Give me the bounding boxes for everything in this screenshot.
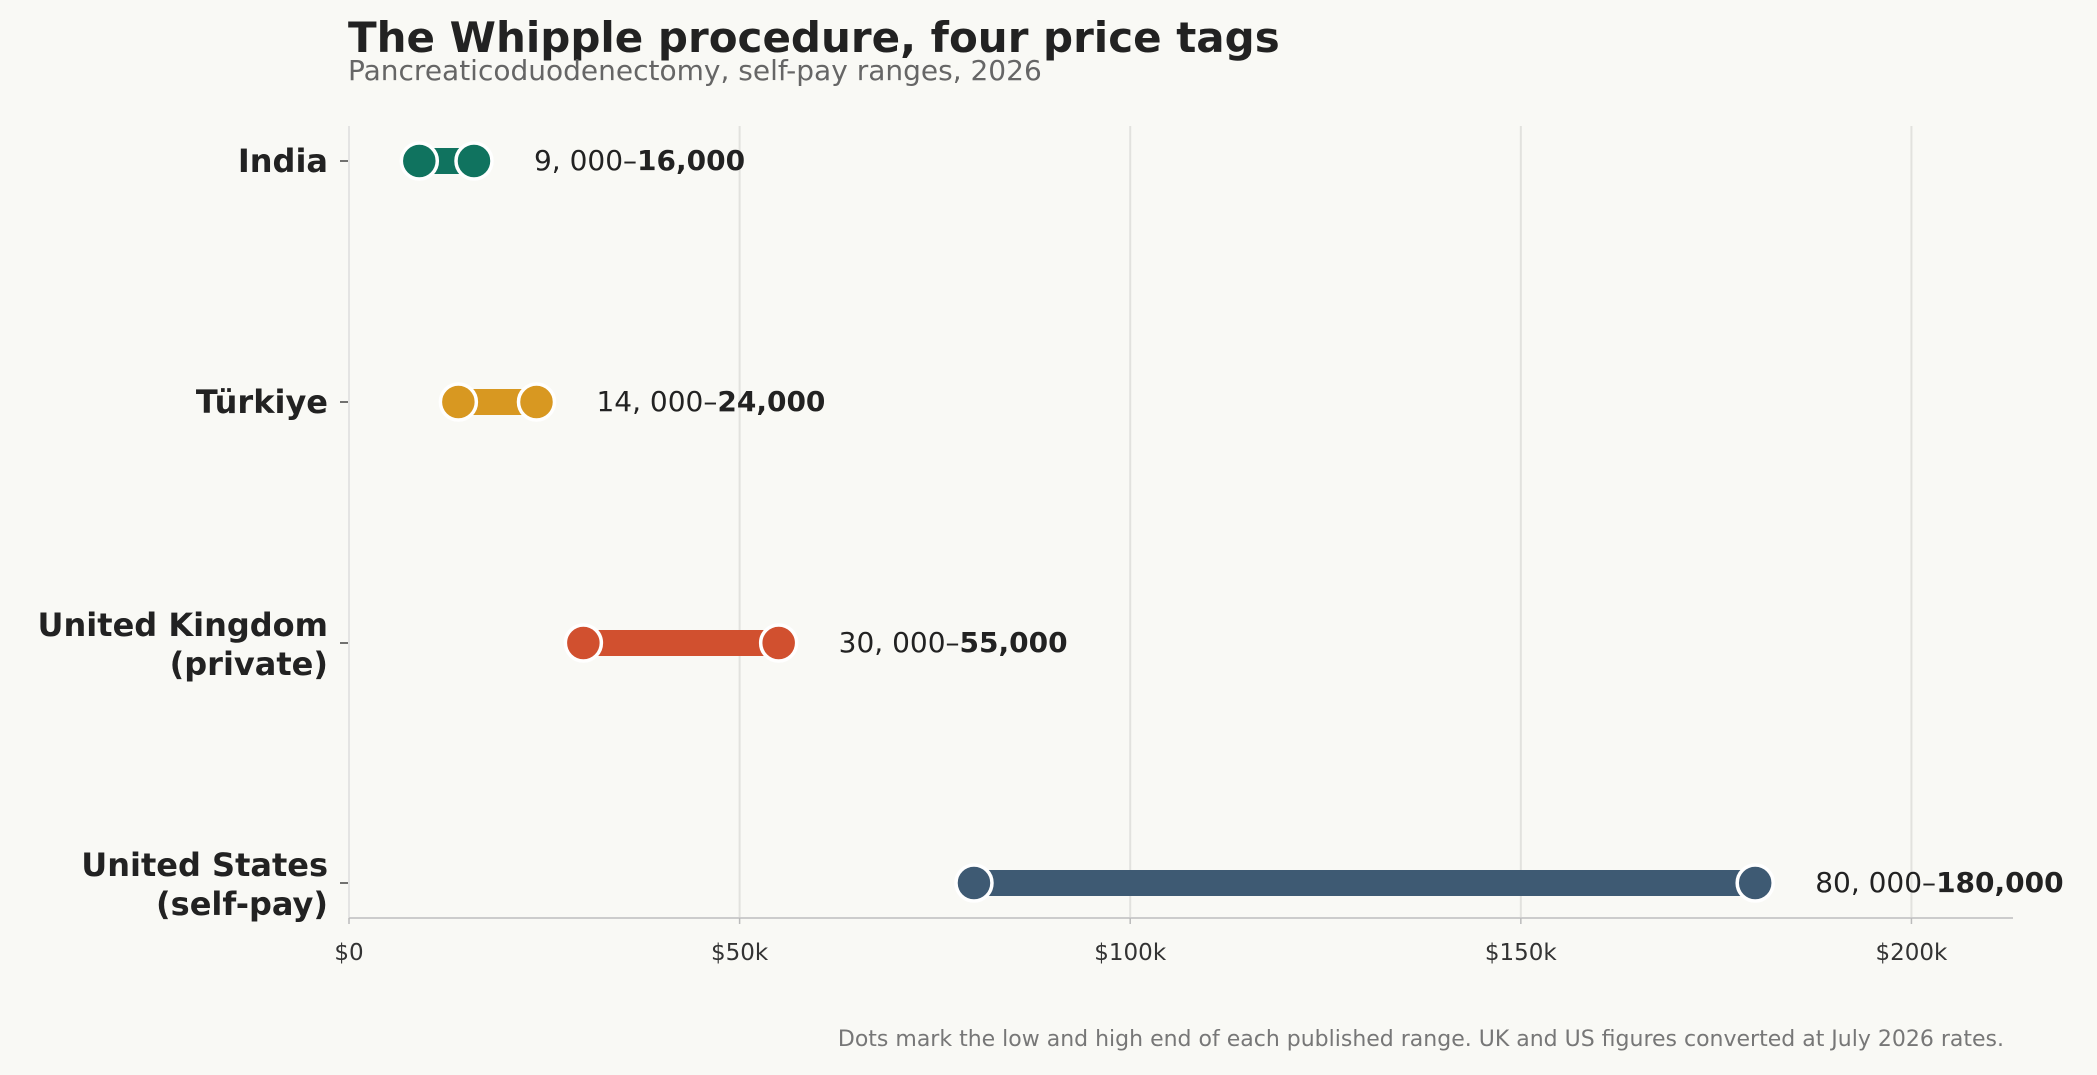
y-category-label: United Kingdom (private) (38, 606, 328, 683)
x-tick-label: $200k (1876, 940, 1949, 966)
range-label: 9, 000–16,000 (534, 144, 745, 177)
x-tick-label: $100k (1094, 940, 1167, 966)
grid-layer (738, 126, 1913, 918)
range-labels: 9, 000–16,000 14, 000–24,000 30, 000–55,00… (534, 144, 2064, 899)
high-dot (516, 382, 557, 422)
y-axis: India Türkiye United Kingdom (private) Unite… (38, 142, 348, 923)
chart-title: The Whipple procedure, four price tags (348, 13, 1280, 62)
chart-subtitle: Pancreaticoduodenectomy, self-pay ranges… (348, 54, 1042, 87)
low-dot (563, 623, 604, 663)
footnote: Dots mark the low and high end of each p… (838, 1027, 2004, 1052)
y-category-label: United States (self-pay) (81, 846, 328, 923)
x-axis: $0 $50k $100k $150k $200k (334, 126, 2013, 966)
x-tick-label: $0 (334, 940, 363, 966)
low-dot (438, 382, 479, 422)
high-dot (758, 623, 799, 663)
range-label: 80, 000–180,000 (1815, 866, 2063, 899)
low-dot (399, 141, 440, 181)
low-dot (954, 863, 994, 903)
range-label: 30, 000–55,000 (839, 626, 1068, 659)
y-category-label: India (238, 142, 328, 180)
high-dot (1735, 863, 1775, 903)
high-dot (454, 141, 494, 181)
range-label: 14, 000–24,000 (596, 385, 825, 418)
x-tick-label: $50k (711, 940, 769, 966)
y-category-label: Türkiye (196, 383, 328, 421)
x-tick-label: $150k (1485, 940, 1558, 966)
dumbbell-series (399, 141, 1775, 903)
